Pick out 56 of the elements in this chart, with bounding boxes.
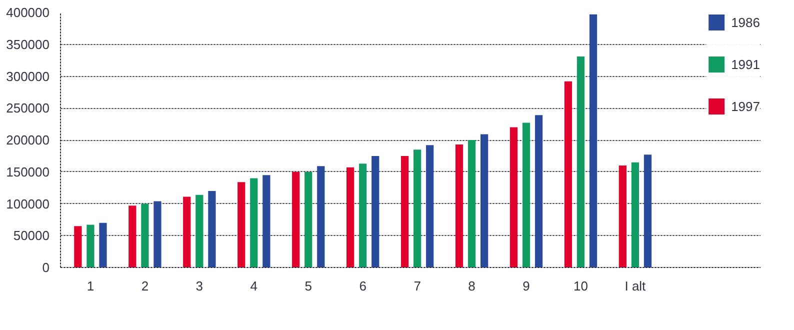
bar [154,201,162,268]
bar [480,134,488,268]
y-tick-label: 150000 [6,164,50,180]
bar [183,196,191,268]
legend-label: 1991 [731,56,760,72]
bar [468,140,476,268]
bar [564,81,572,268]
bar [413,150,422,268]
y-tick-label: 200000 [6,132,50,148]
x-tick-label: 9 [522,278,530,294]
bar [238,182,246,268]
x-tick-label: 1 [86,278,94,294]
bar [644,154,652,268]
y-tick-label: 0 [42,260,50,275]
x-tick-label: 2 [141,278,149,294]
bar [86,224,94,268]
x-tick-label: 7 [414,278,421,294]
bar [292,172,300,268]
bar [99,222,107,268]
y-tick-label: 300000 [6,68,50,84]
bar [141,204,149,268]
bar [522,122,530,268]
bar [426,145,434,268]
bar [455,144,464,268]
bar [618,166,626,268]
legend-label: 1997 [731,98,760,114]
bar [576,56,585,268]
bar [359,164,367,268]
bar [317,166,325,268]
y-tick-label: 50000 [13,228,50,244]
x-tick-label: 6 [359,278,366,294]
bar [304,172,312,268]
bar [400,156,409,268]
x-tick-label: 10 [574,278,588,294]
bar [589,14,598,268]
bar [510,127,518,268]
y-tick-label: 100000 [6,196,50,212]
bar [262,175,270,268]
x-tick-label: 4 [250,278,258,294]
bar [250,178,258,268]
y-tick-label: 400000 [6,5,50,20]
y-tick-label: 350000 [6,36,50,52]
bar [74,226,82,268]
legend-label: 1986 [731,14,760,30]
bar [208,191,216,268]
y-tick-label: 250000 [6,100,50,116]
bar [346,167,354,268]
x-tick-label: 8 [468,278,476,294]
x-tick-label: I alt [624,278,646,294]
x-tick-label: 5 [304,278,312,294]
x-tick-label: 3 [196,278,204,294]
bar [534,115,543,268]
bar [631,162,640,268]
bar [128,206,136,268]
bar [196,194,204,268]
bar [372,156,380,268]
